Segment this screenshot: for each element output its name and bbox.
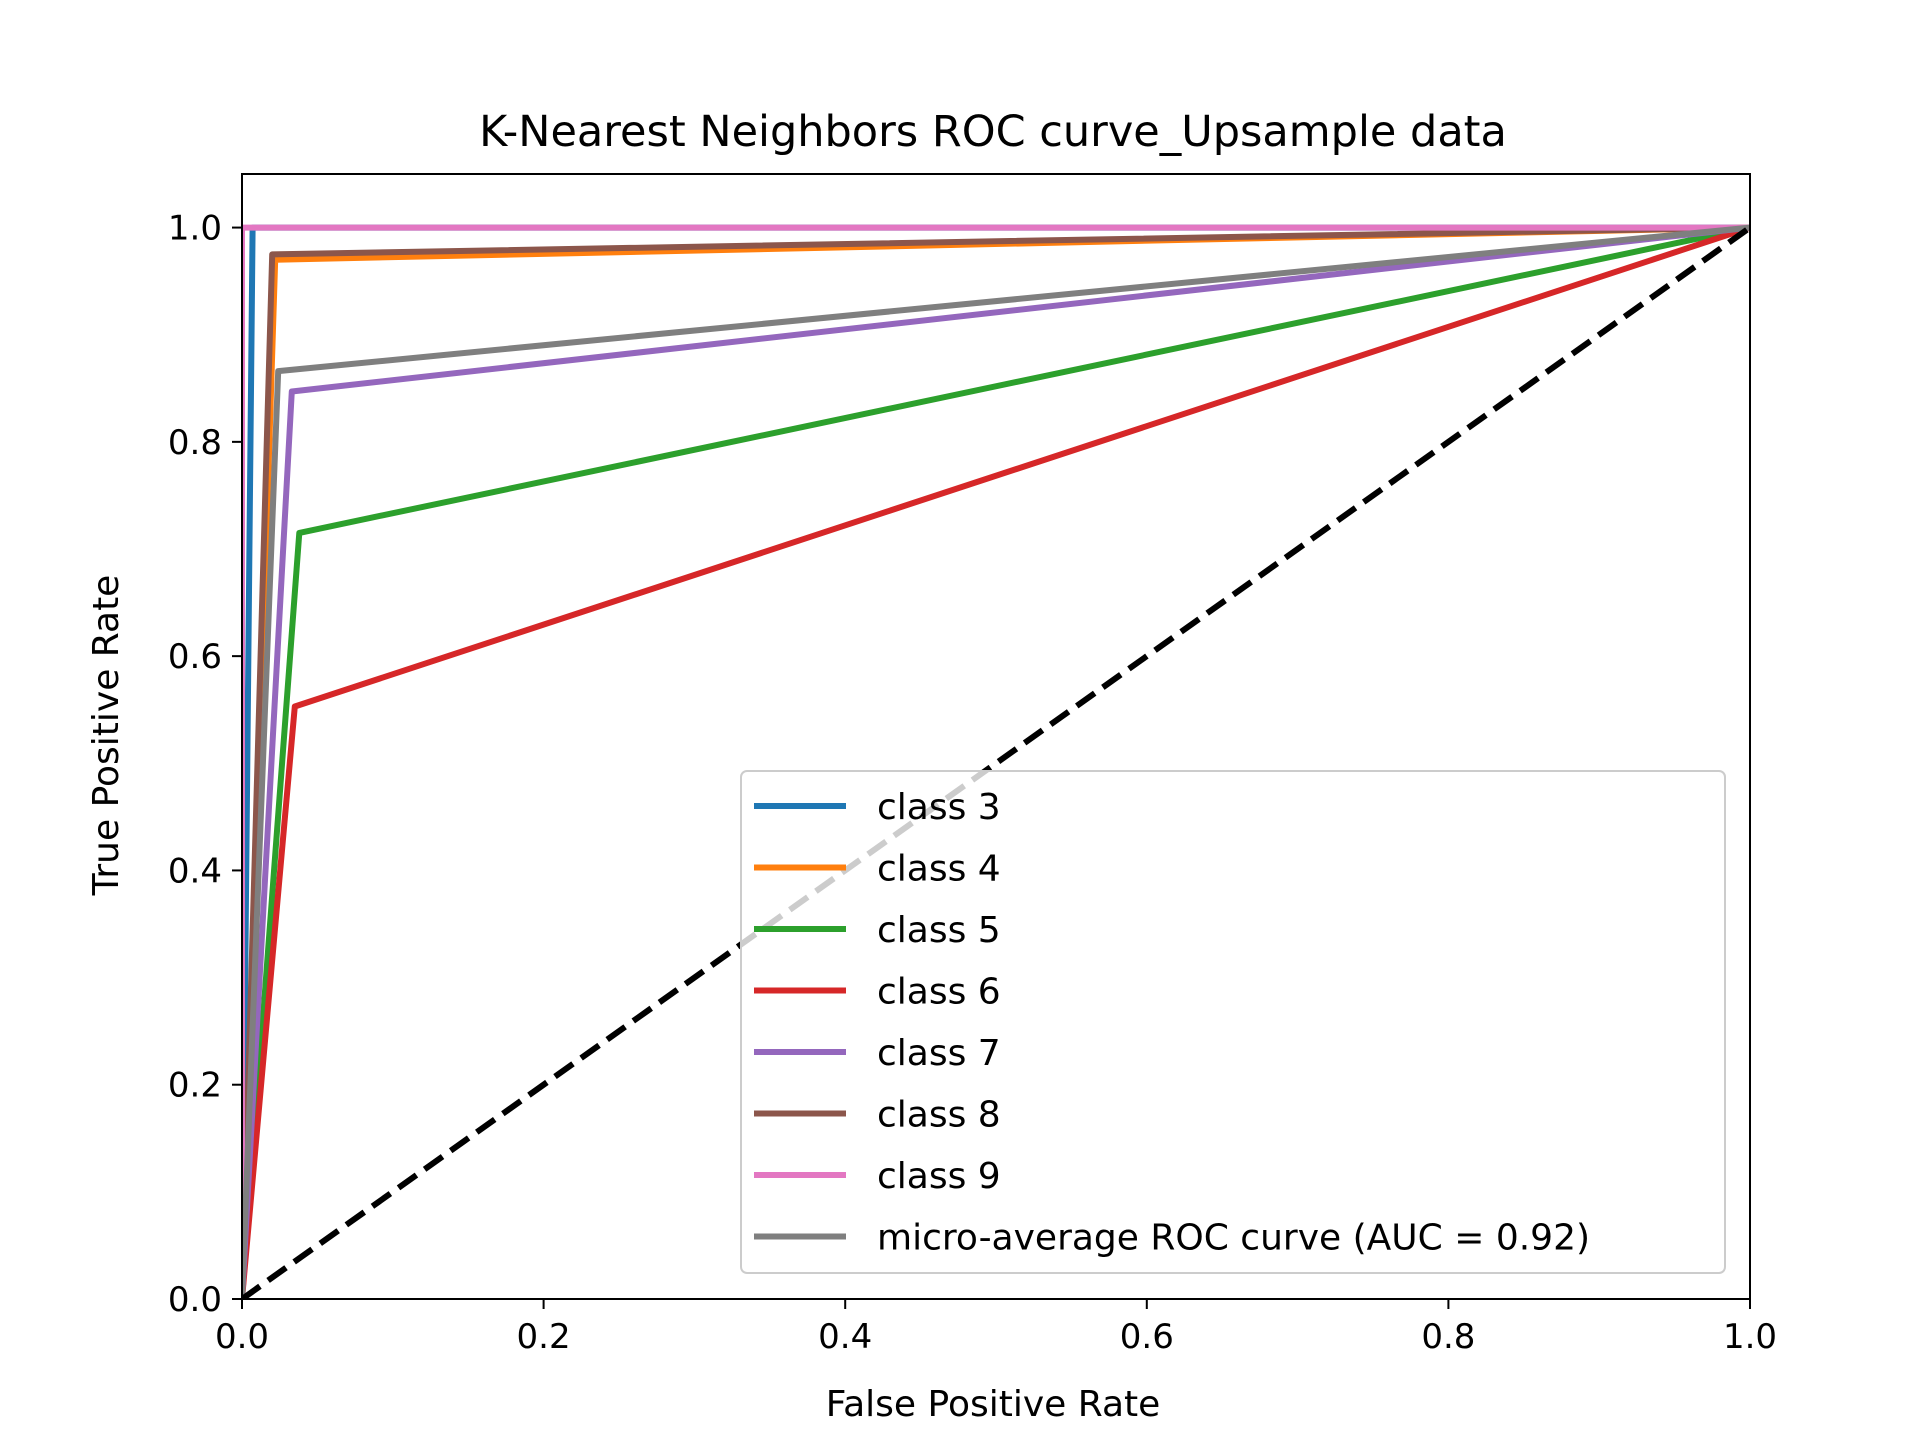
- series-line-3: [242, 224, 1750, 1299]
- legend-label-2: class 4: [877, 849, 1001, 890]
- x-tick-label-3: 0.4: [818, 1317, 872, 1357]
- series-line-7: [242, 224, 1750, 1299]
- legend-label-6: class 8: [877, 1095, 1001, 1136]
- y-tick-label-2: 0.2: [168, 1066, 222, 1106]
- axes-frame: [241, 173, 1751, 1300]
- axes: 0.0 0.2 0.4 0.6 0.8 1.0 0.0 0.2 0.4 0.6 0.8 1.0: [168, 173, 1777, 1357]
- y-tick-label-4: 0.6: [168, 637, 222, 677]
- legend-label-1: class 3: [877, 787, 1001, 828]
- y-tick-label-1: 0.0: [168, 1280, 222, 1320]
- legend-label-3: class 5: [877, 910, 1001, 951]
- x-tick-label-2: 0.2: [517, 1317, 571, 1357]
- legend-label-7: class 9: [877, 1156, 1001, 1197]
- series-line-8: [242, 224, 1750, 1299]
- x-tick-label-5: 0.8: [1421, 1317, 1475, 1357]
- x-axis-label: False Positive Rate: [826, 1384, 1161, 1425]
- legend-label-8: micro-average ROC curve (AUC = 0.92): [877, 1218, 1590, 1259]
- legend: class 3 class 4 class 5 class 6 class 7 class…: [740, 770, 1726, 1274]
- chance-diagonal-line: [242, 225, 1750, 1299]
- chart-title: K-Nearest Neighbors ROC curve_Upsample d…: [479, 107, 1507, 157]
- legend-label-5: class 7: [877, 1033, 1001, 1074]
- y-tick-label-5: 0.8: [168, 423, 222, 463]
- y-tick-label-3: 0.4: [168, 851, 222, 891]
- y-tick-label-6: 1.0: [168, 209, 222, 249]
- legend-label-4: class 6: [877, 972, 1001, 1013]
- series-group: [242, 224, 1750, 1299]
- x-tick-label-6: 1.0: [1723, 1317, 1777, 1357]
- plot-area: [242, 224, 1750, 1299]
- x-tick-label-1: 0.0: [215, 1317, 269, 1357]
- series-line-4: [242, 224, 1750, 1299]
- x-tick-label-4: 0.6: [1120, 1317, 1174, 1357]
- legend-box: [740, 770, 1726, 1274]
- y-axis-label: True Positive Rate: [86, 575, 127, 897]
- series-line-6: [242, 224, 1750, 1299]
- series-line-5: [242, 224, 1750, 1299]
